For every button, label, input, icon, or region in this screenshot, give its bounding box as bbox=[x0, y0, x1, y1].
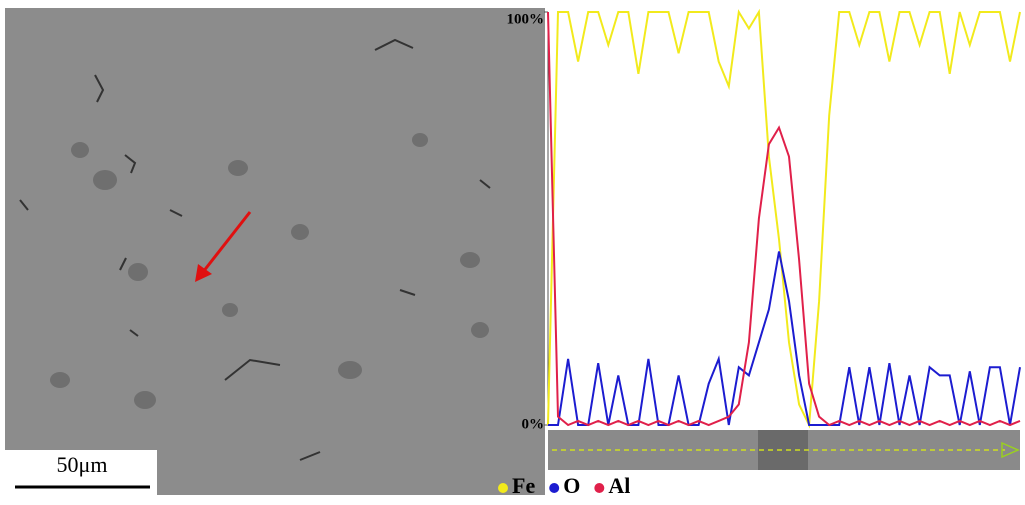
legend-marker bbox=[549, 483, 560, 493]
series-line bbox=[547, 11, 1021, 427]
scale-bar-label: 50μm bbox=[57, 452, 108, 477]
series-line bbox=[548, 251, 1021, 426]
scan-strip bbox=[548, 430, 1020, 470]
legend-label: O bbox=[563, 473, 580, 498]
sem-image: 50μm bbox=[5, 8, 545, 495]
legend-marker bbox=[498, 483, 508, 493]
legend-label: Al bbox=[608, 473, 630, 498]
legend-marker bbox=[594, 483, 605, 493]
y-tick-label: 100% bbox=[507, 11, 545, 27]
series-line bbox=[547, 8, 1021, 429]
y-tick-label: 0% bbox=[522, 416, 545, 432]
legend-label: Fe bbox=[512, 473, 535, 498]
